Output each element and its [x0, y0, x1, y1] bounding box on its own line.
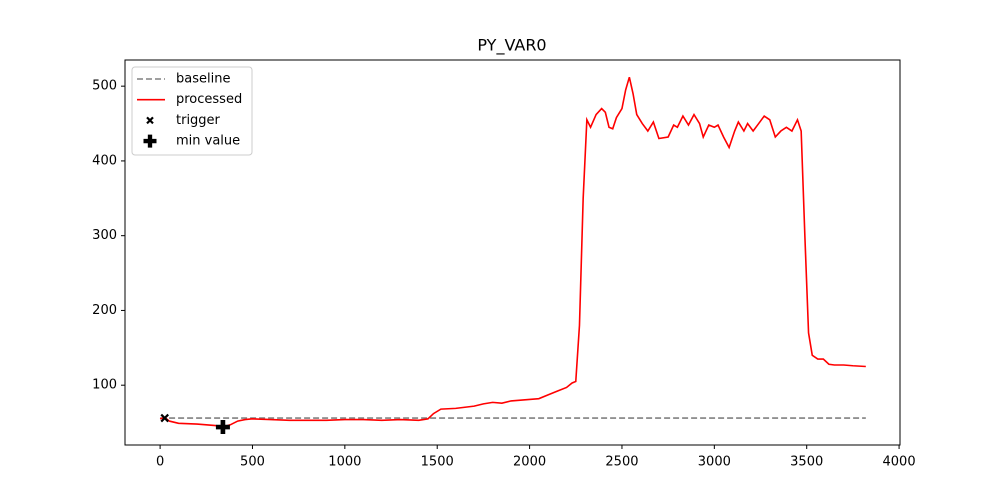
- legend-label: min value: [176, 134, 240, 149]
- x-tick-label: 2000: [513, 455, 546, 470]
- legend-swatch: [143, 134, 157, 148]
- legend-label: baseline: [176, 72, 230, 87]
- y-tick-label: 100: [92, 378, 117, 393]
- data-point: [160, 413, 169, 423]
- legend: baseline processed trigger min value: [131, 66, 253, 156]
- x-tick-label: 3500: [790, 455, 823, 470]
- chart-title: PY_VAR0: [477, 36, 546, 56]
- x-tick-label: 0: [156, 455, 164, 470]
- x-tick-label: 500: [240, 455, 265, 470]
- x-tick-label: 1500: [421, 455, 454, 470]
- y-tick-label: 500: [92, 79, 117, 94]
- x-tick-label: 2500: [605, 455, 638, 470]
- series-line: [159, 76, 866, 428]
- data-point: [215, 420, 230, 435]
- x-tick-label: 1000: [328, 455, 361, 470]
- x-tick-label: 3000: [698, 455, 731, 470]
- legend-label: processed: [176, 92, 242, 107]
- y-tick-label: 300: [92, 228, 117, 243]
- legend-label: trigger: [176, 113, 221, 128]
- legend-box: [131, 66, 253, 156]
- y-tick-label: 400: [92, 153, 117, 168]
- plot-frame: [124, 59, 901, 446]
- x-tick-label: 4000: [883, 455, 916, 470]
- y-tick-label: 200: [92, 303, 117, 318]
- legend-swatch: [146, 116, 154, 125]
